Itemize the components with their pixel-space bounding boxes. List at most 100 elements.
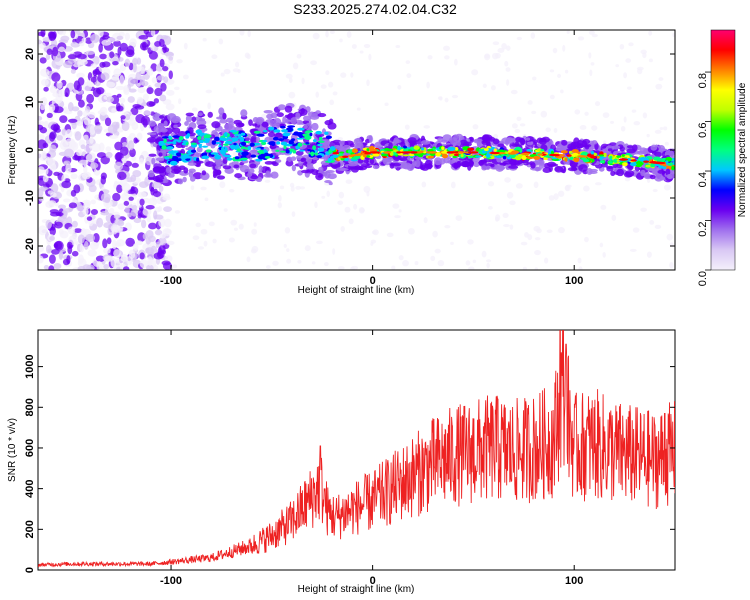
spectrogram-cell	[205, 149, 212, 153]
spectrogram-cell	[328, 149, 333, 155]
snr-x-tick-label: 0	[370, 575, 376, 587]
spectrogram-cell	[368, 135, 373, 143]
spectrogram-cell	[266, 171, 271, 178]
spectrogram-cell	[578, 266, 583, 270]
spectrogram-cell	[336, 167, 346, 171]
spectrogram-cell	[121, 121, 130, 132]
spectrogram-cell	[65, 163, 72, 174]
spectrogram-cell	[273, 129, 281, 133]
spectrogram-cell	[344, 140, 354, 146]
spectrogram-cell	[533, 225, 541, 232]
spectrogram-cell	[472, 259, 477, 264]
spectrogram-cell	[43, 120, 49, 127]
spectrogram-cell	[145, 247, 150, 254]
spectrogram-cell	[631, 144, 638, 152]
spectrogram-cell	[170, 155, 179, 161]
snr-y-axis-label: SNR (10 * v/v)	[7, 418, 18, 482]
spectrogram-cell	[38, 188, 44, 198]
spectrogram-cell	[318, 166, 324, 172]
spectrogram-cell	[141, 80, 149, 87]
spectrogram-cell	[51, 38, 58, 49]
spectrogram-cell	[165, 166, 172, 173]
colorbar-ticks: 0.0 0.2 0.4 0.6 0.8	[697, 71, 711, 286]
spectrogram-cell	[323, 262, 329, 267]
spectrogram-cell	[265, 265, 271, 269]
spectrogram-cell	[52, 92, 59, 98]
spectrogram-cell	[450, 181, 456, 189]
spectrogram-cell	[59, 140, 69, 150]
spectrogram-cell	[295, 112, 301, 120]
spectrogram-x-tick-label: 0	[370, 275, 376, 287]
spectrogram-cell	[228, 237, 235, 243]
spectrogram-cell	[649, 174, 656, 180]
spectrogram-cell	[468, 266, 475, 270]
spectrogram-cell	[223, 68, 231, 75]
spectrogram-cell	[101, 39, 112, 46]
spectrogram-cell	[116, 35, 124, 40]
spectrogram-cell	[455, 140, 461, 147]
spectrogram-cell	[290, 185, 295, 192]
spectrogram-cell	[363, 185, 371, 193]
spectrogram-cell	[162, 44, 167, 54]
spectrogram-cell	[78, 99, 85, 108]
spectrogram-cell	[207, 111, 213, 118]
spectrogram-cell	[298, 134, 303, 138]
spectrogram-cell	[53, 171, 60, 177]
spectrogram-cell	[454, 146, 459, 151]
spectrogram-cell	[232, 151, 240, 157]
spectrogram-cell	[140, 102, 148, 107]
spectrogram-cell	[163, 120, 168, 127]
spectrogram-cell	[235, 122, 244, 128]
spectrogram-cell	[90, 76, 97, 83]
spectrogram-cell	[181, 142, 187, 146]
spectrogram-cell	[176, 152, 182, 157]
spectrogram-cell	[421, 181, 427, 188]
spectrogram-cell	[328, 81, 334, 88]
spectrogram-cell	[618, 158, 628, 161]
spectrogram-cell	[198, 118, 206, 122]
spectrogram-cell	[137, 87, 146, 94]
spectrogram-cell	[526, 149, 532, 152]
spectrogram-cell	[575, 143, 584, 149]
spectrogram-cell	[511, 123, 518, 129]
spectrogram-cell	[51, 249, 60, 255]
spectrogram-cell	[552, 47, 558, 54]
spectrogram-cell	[347, 163, 358, 167]
spectrogram-cell	[564, 69, 569, 74]
spectrogram-cell	[557, 73, 562, 78]
spectrogram-cell	[413, 145, 420, 150]
spectrogram-cell	[153, 125, 164, 133]
spectrogram-cell	[123, 87, 130, 95]
spectrogram-cell	[277, 138, 285, 141]
spectrogram-cell	[45, 53, 51, 61]
spectrogram-cell	[56, 80, 63, 89]
spectrogram-cell	[324, 170, 331, 179]
spectrogram-cell	[467, 151, 479, 154]
spectrogram-cell	[646, 178, 651, 183]
spectrogram-cell	[643, 160, 650, 163]
spectrogram-cell	[522, 266, 527, 270]
spectrogram-cell	[452, 155, 457, 158]
spectrogram-cell	[370, 241, 374, 246]
spectrogram-cell	[231, 137, 239, 142]
spectrogram-cell	[204, 137, 211, 142]
spectrogram-cell	[577, 36, 585, 41]
spectrogram-cell	[89, 125, 96, 135]
spectrogram-cell	[497, 47, 505, 54]
spectrogram-cell	[285, 149, 290, 154]
spectrogram-cell	[327, 122, 337, 130]
spectrogram-cell	[420, 147, 425, 151]
spectrogram-cell	[143, 30, 150, 35]
spectrogram-cell	[443, 45, 450, 51]
spectrogram-cell	[127, 140, 135, 151]
spectrogram-cell	[125, 237, 135, 247]
spectrogram-cell	[155, 157, 166, 162]
spectrogram-cell	[257, 154, 265, 160]
spectrogram-cell	[448, 137, 458, 144]
spectrogram-cell	[215, 158, 222, 167]
spectrogram-cell	[241, 151, 249, 156]
spectrogram-cell	[62, 106, 68, 114]
spectrogram-cell	[650, 164, 656, 168]
spectrogram-cell	[610, 120, 615, 124]
spectrogram-cell	[118, 57, 124, 62]
